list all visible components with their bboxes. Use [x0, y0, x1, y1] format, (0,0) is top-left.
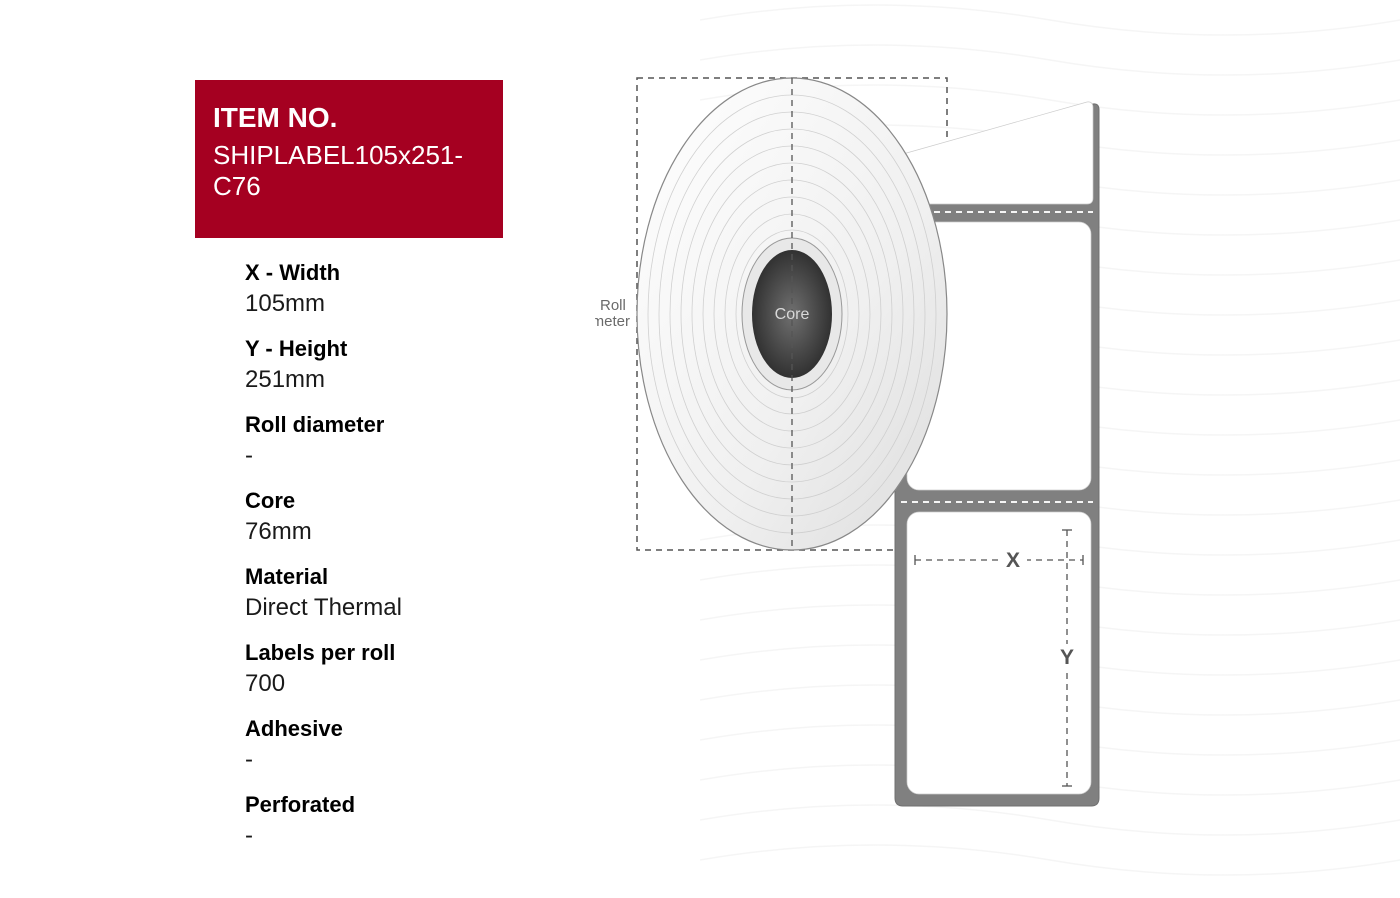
diagram-roll-diameter-label: Roll diameter [595, 297, 630, 330]
diagram-core-label: Core [775, 306, 810, 323]
spec-value: - [245, 746, 555, 774]
spec-row: Roll diameter - [245, 412, 555, 470]
spec-label: X - Width [245, 260, 555, 286]
item-number-box: ITEM NO. SHIPLABEL105x251-C76 [195, 80, 503, 238]
spec-value: - [245, 822, 555, 850]
spec-row: X - Width 105mm [245, 260, 555, 318]
spec-row: Y - Height 251mm [245, 336, 555, 394]
spec-label: Core [245, 488, 555, 514]
spec-value: 700 [245, 670, 555, 698]
spec-panel: ITEM NO. SHIPLABEL105x251-C76 X - Width 1… [195, 80, 555, 868]
spec-value: - [245, 442, 555, 470]
spec-value: 105mm [245, 290, 555, 318]
spec-value: Direct Thermal [245, 594, 555, 622]
spec-label: Labels per roll [245, 640, 555, 666]
spec-row: Core 76mm [245, 488, 555, 546]
spec-value: 251mm [245, 366, 555, 394]
spec-label: Material [245, 564, 555, 590]
spec-label: Y - Height [245, 336, 555, 362]
item-number-title: ITEM NO. [213, 102, 487, 134]
spec-label: Perforated [245, 792, 555, 818]
spec-value: 76mm [245, 518, 555, 546]
diagram-y-label: Y [1060, 646, 1074, 669]
spec-list: X - Width 105mm Y - Height 251mm Roll diamet… [195, 260, 555, 850]
spec-label: Adhesive [245, 716, 555, 742]
spec-row: Perforated - [245, 792, 555, 850]
spec-row: Adhesive - [245, 716, 555, 774]
diagram-x-label: X [1006, 549, 1020, 572]
label-roll-diagram: Core Roll diameter X Y [595, 70, 1340, 868]
spec-row: Labels per roll 700 [245, 640, 555, 698]
spec-label: Roll diameter [245, 412, 555, 438]
item-number-value: SHIPLABEL105x251-C76 [213, 140, 487, 202]
spec-row: Material Direct Thermal [245, 564, 555, 622]
